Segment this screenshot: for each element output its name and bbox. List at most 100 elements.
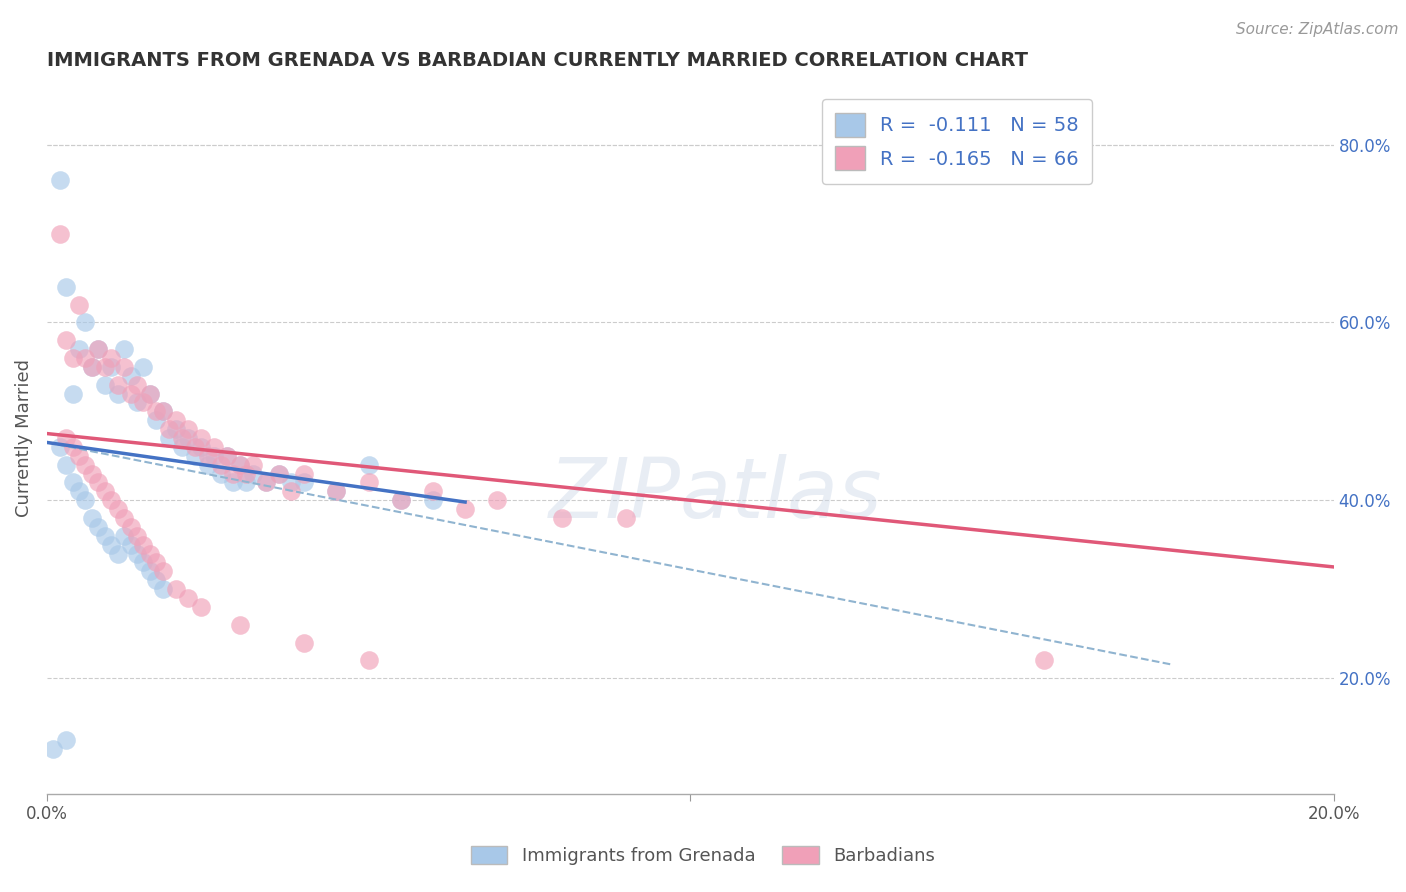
Point [67,342,90,356]
Point [486,493,509,508]
Point [145,556,167,570]
Point [107,377,129,392]
Point [55,733,77,747]
Point [357,458,380,472]
Point [235,467,257,481]
Point [67,449,90,463]
Point [125,529,148,543]
Point [165,413,187,427]
Point [75,351,97,365]
Point [112,342,135,356]
Point [165,582,187,597]
Point [209,467,232,481]
Point [87,342,110,356]
Point [112,511,135,525]
Point [62,386,84,401]
Point [80,511,103,525]
Point [197,449,219,463]
Point [145,404,167,418]
Point [389,493,412,508]
Point [190,431,212,445]
Point [177,591,200,605]
Point [242,467,264,481]
Point [139,386,162,401]
Legend: R =  -0.111   N = 58, R =  -0.165   N = 66: R = -0.111 N = 58, R = -0.165 N = 66 [821,99,1092,184]
Point [75,315,97,329]
Point [49,227,72,241]
Point [267,467,290,481]
Point [389,493,412,508]
Point [614,511,637,525]
Point [132,556,155,570]
Point [120,368,142,383]
Point [107,386,129,401]
Text: IMMIGRANTS FROM GRENADA VS BARBADIAN CURRENTLY MARRIED CORRELATION CHART: IMMIGRANTS FROM GRENADA VS BARBADIAN CUR… [46,51,1028,70]
Point [112,529,135,543]
Point [42,742,65,756]
Point [132,395,155,409]
Point [87,475,110,490]
Point [132,538,155,552]
Point [229,458,252,472]
Point [62,475,84,490]
Point [87,520,110,534]
Point [80,359,103,374]
Point [94,529,117,543]
Point [139,565,162,579]
Point [67,484,90,499]
Point [165,422,187,436]
Point [422,484,444,499]
Point [280,475,302,490]
Text: Source: ZipAtlas.com: Source: ZipAtlas.com [1236,22,1399,37]
Point [80,467,103,481]
Point [132,359,155,374]
Point [170,431,193,445]
Text: ZIPatlas: ZIPatlas [550,454,883,535]
Point [357,653,380,667]
Point [222,475,245,490]
Point [454,502,477,516]
Point [157,431,180,445]
Point [49,440,72,454]
Point [190,599,212,614]
Point [62,440,84,454]
Point [280,484,302,499]
Point [202,449,225,463]
Point [145,413,167,427]
Point [107,502,129,516]
Point [80,359,103,374]
Point [94,484,117,499]
Point [125,395,148,409]
Point [139,386,162,401]
Point [125,377,148,392]
Legend: Immigrants from Grenada, Barbadians: Immigrants from Grenada, Barbadians [463,837,943,874]
Point [215,449,238,463]
Point [202,440,225,454]
Point [107,547,129,561]
Point [229,617,252,632]
Point [49,173,72,187]
Point [75,458,97,472]
Point [139,547,162,561]
Point [422,493,444,508]
Point [267,467,290,481]
Point [242,458,264,472]
Point [55,458,77,472]
Point [94,377,117,392]
Point [292,635,315,649]
Point [235,475,257,490]
Point [229,458,252,472]
Point [177,431,200,445]
Y-axis label: Currently Married: Currently Married [15,359,32,517]
Point [325,484,347,499]
Point [125,547,148,561]
Point [190,440,212,454]
Point [1033,653,1056,667]
Point [184,449,207,463]
Point [177,422,200,436]
Point [120,386,142,401]
Point [87,342,110,356]
Point [152,582,174,597]
Point [152,565,174,579]
Point [152,404,174,418]
